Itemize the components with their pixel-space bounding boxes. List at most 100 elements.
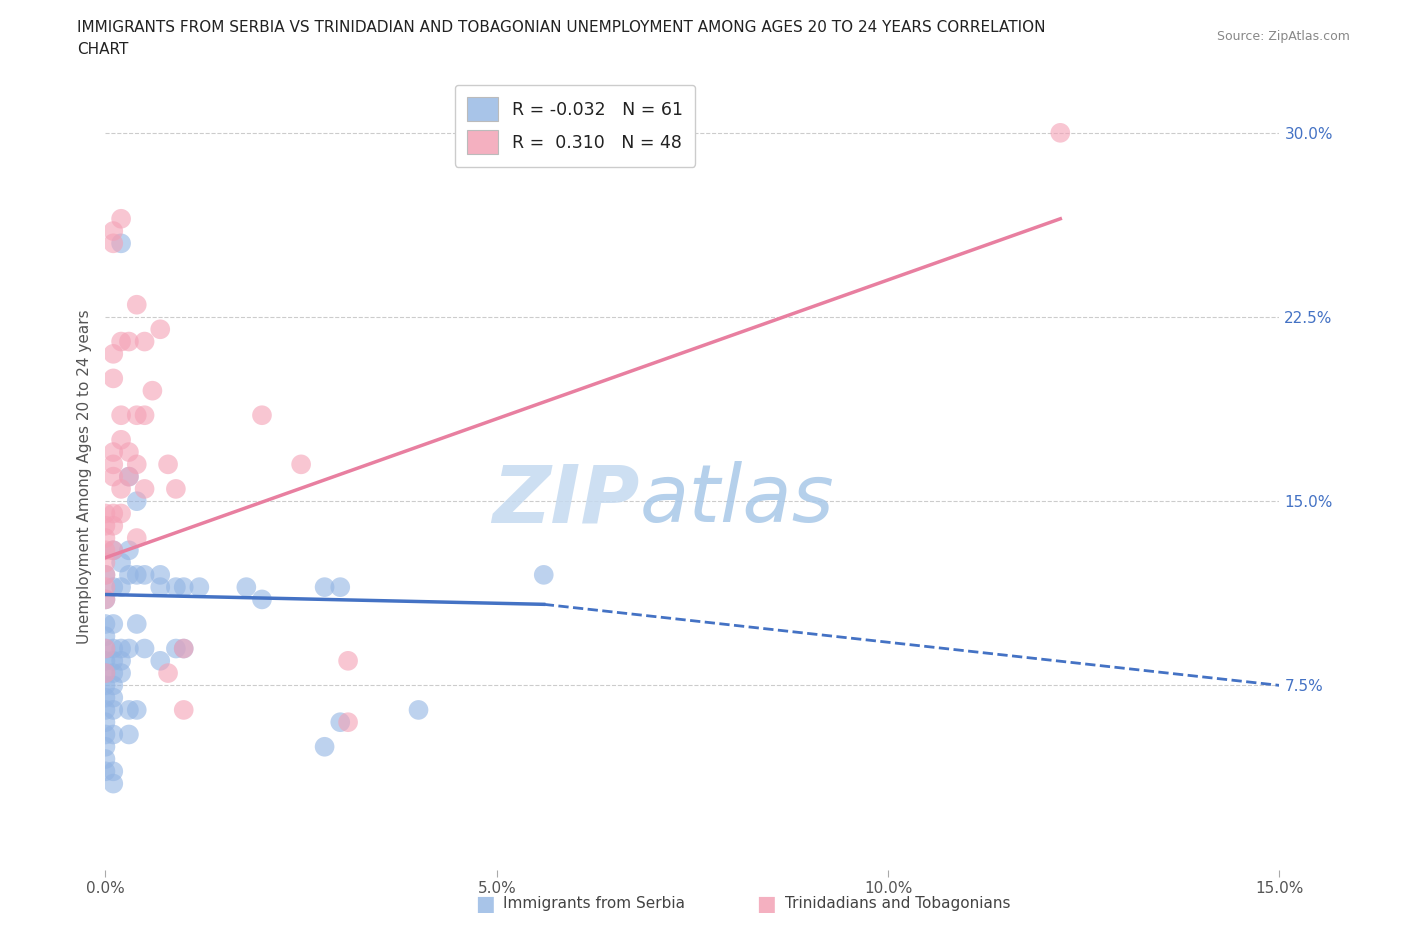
Point	[94, 579, 117, 594]
Point	[149, 579, 172, 594]
Point	[103, 236, 125, 251]
Text: IMMIGRANTS FROM SERBIA VS TRINIDADIAN AND TOBAGONIAN UNEMPLOYMENT AMONG AGES 20 : IMMIGRANTS FROM SERBIA VS TRINIDADIAN AN…	[77, 20, 1046, 35]
Point	[125, 567, 148, 582]
Point	[337, 715, 360, 730]
Point	[94, 751, 117, 766]
Point	[110, 482, 132, 497]
Point	[103, 223, 125, 238]
Text: ZIP: ZIP	[492, 461, 640, 539]
Text: Source: ZipAtlas.com: Source: ZipAtlas.com	[1216, 30, 1350, 43]
Point	[118, 727, 141, 742]
Point	[110, 641, 132, 656]
Point	[173, 579, 195, 594]
Point	[94, 543, 117, 558]
Point	[94, 592, 117, 607]
Point	[94, 506, 117, 521]
Point	[94, 629, 117, 644]
Point	[94, 666, 117, 681]
Point	[118, 567, 141, 582]
Point	[103, 346, 125, 361]
Point	[149, 322, 172, 337]
Point	[157, 666, 180, 681]
Point	[103, 654, 125, 669]
Point	[103, 666, 125, 681]
Point	[290, 457, 312, 472]
Point	[94, 567, 117, 582]
Point	[103, 457, 125, 472]
Point	[173, 641, 195, 656]
Point	[103, 617, 125, 631]
Point	[173, 702, 195, 717]
Point	[103, 518, 125, 533]
Point	[235, 579, 257, 594]
Point	[329, 715, 352, 730]
Point	[141, 383, 163, 398]
Point	[110, 555, 132, 570]
Point	[134, 334, 156, 349]
Point	[110, 236, 132, 251]
Point	[94, 715, 117, 730]
Point	[103, 445, 125, 459]
Point	[157, 457, 180, 472]
Point	[110, 579, 132, 594]
Point	[134, 407, 156, 422]
Point	[103, 702, 125, 717]
Point	[94, 654, 117, 669]
Point	[110, 407, 132, 422]
Point	[329, 579, 352, 594]
Point	[94, 678, 117, 693]
Point	[103, 777, 125, 791]
Point	[337, 654, 360, 669]
Point	[94, 702, 117, 717]
Point	[314, 579, 336, 594]
Point	[118, 641, 141, 656]
Text: CHART: CHART	[77, 42, 129, 57]
Point	[250, 407, 273, 422]
Point	[118, 445, 141, 459]
Point	[103, 641, 125, 656]
Point	[125, 494, 148, 509]
Point	[125, 617, 148, 631]
Point	[118, 469, 141, 484]
Point	[94, 555, 117, 570]
Legend: R = -0.032   N = 61, R =  0.310   N = 48: R = -0.032 N = 61, R = 0.310 N = 48	[454, 85, 696, 166]
Point	[314, 739, 336, 754]
Point	[165, 482, 187, 497]
Point	[94, 641, 117, 656]
Point	[250, 592, 273, 607]
Point	[103, 579, 125, 594]
Point	[533, 567, 555, 582]
Point	[134, 641, 156, 656]
Point	[103, 543, 125, 558]
Point	[103, 678, 125, 693]
Point	[94, 531, 117, 546]
Point	[110, 506, 132, 521]
Point	[110, 654, 132, 669]
Point	[165, 579, 187, 594]
Point	[94, 690, 117, 705]
Point	[134, 567, 156, 582]
Point	[103, 371, 125, 386]
Point	[1049, 126, 1071, 140]
Text: atlas: atlas	[640, 461, 834, 539]
Point	[134, 482, 156, 497]
Text: Trinidadians and Tobagonians: Trinidadians and Tobagonians	[785, 897, 1010, 911]
Point	[94, 739, 117, 754]
Point	[125, 298, 148, 312]
Point	[149, 654, 172, 669]
Point	[118, 334, 141, 349]
Point	[110, 432, 132, 447]
Point	[103, 469, 125, 484]
Text: ■: ■	[756, 894, 776, 914]
Point	[103, 764, 125, 778]
Point	[94, 592, 117, 607]
Point	[125, 407, 148, 422]
Point	[165, 641, 187, 656]
Point	[94, 641, 117, 656]
Point	[94, 617, 117, 631]
Point	[103, 543, 125, 558]
Point	[118, 702, 141, 717]
Point	[94, 764, 117, 778]
Point	[94, 518, 117, 533]
Point	[110, 666, 132, 681]
